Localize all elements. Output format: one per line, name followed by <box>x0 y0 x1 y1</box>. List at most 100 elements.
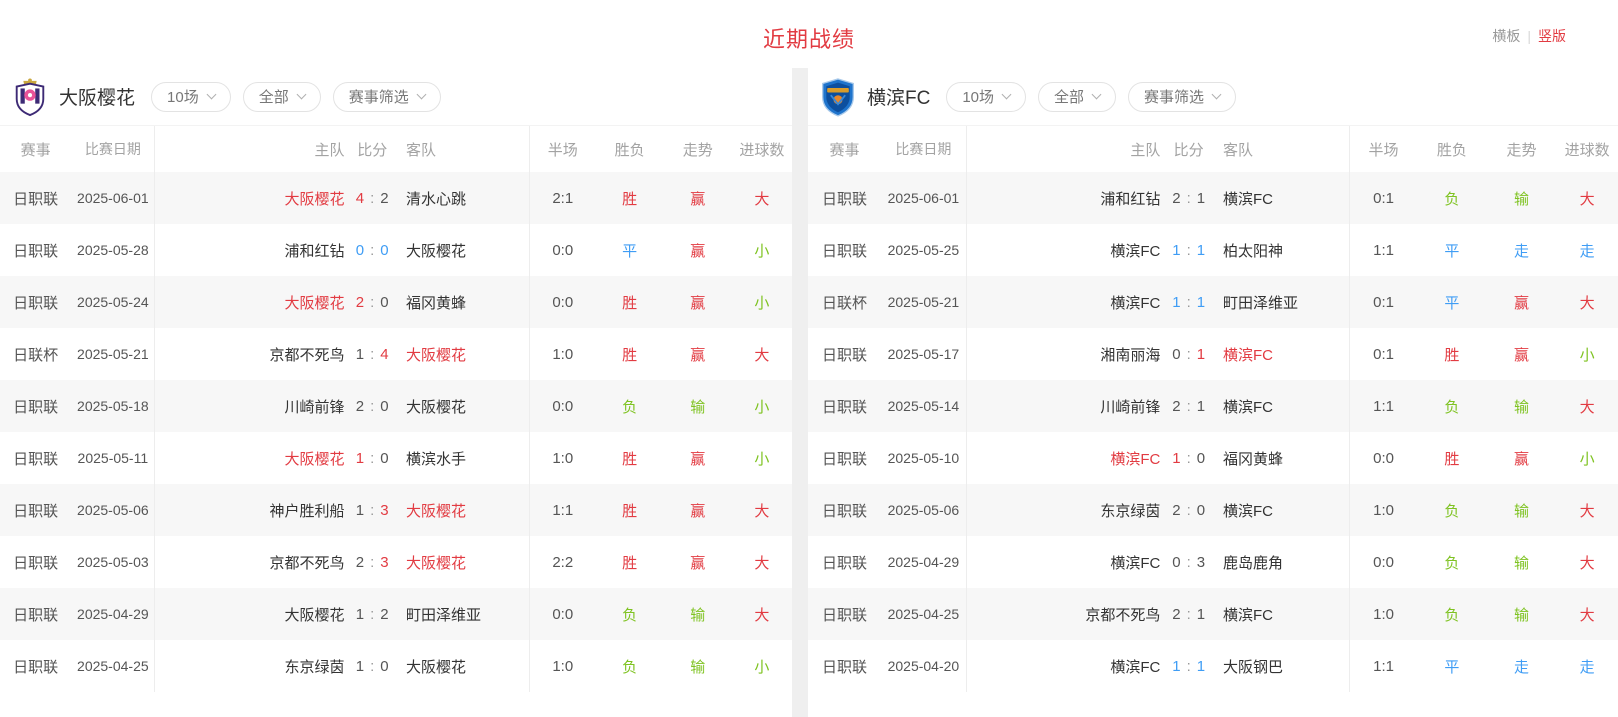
home-team-cell[interactable]: 大阪樱花 <box>154 432 348 484</box>
away-team-cell[interactable]: 横滨FC <box>1222 502 1273 520</box>
half-time-score-cell: 2:1 <box>529 172 596 224</box>
away-team-cell[interactable]: 大阪樱花 <box>405 398 466 416</box>
home-team-cell[interactable]: 横滨FC <box>965 640 1164 692</box>
away-team-cell[interactable]: 横滨FC <box>1222 398 1273 416</box>
match-row[interactable]: 日职联 2025-05-06 神户胜利船 1:3 大阪樱花 1:1 胜赢大 <box>0 484 792 536</box>
home-team-cell[interactable]: 大阪樱花 <box>154 172 348 224</box>
match-row[interactable]: 日职联 2025-05-18 川崎前锋 2:0 大阪樱花 0:0 负输小 <box>0 380 792 432</box>
match-row[interactable]: 日职联 2025-05-14 川崎前锋 2:1 横滨FC 1:1 负输大 <box>808 380 1618 432</box>
home-team-cell[interactable]: 大阪樱花 <box>154 276 348 328</box>
result-cell: 平 <box>1444 658 1460 676</box>
chevron-down-icon <box>1211 89 1222 100</box>
home-goals: 2 <box>355 553 365 571</box>
match-row[interactable]: 日职联 2025-04-29 大阪樱花 1:2 町田泽维亚 0:0 负输大 <box>0 588 792 640</box>
result-cell: 负 <box>1444 502 1460 520</box>
away-team-cell[interactable]: 町田泽维亚 <box>1222 294 1298 312</box>
match-row[interactable]: 日职联 2025-04-20 横滨FC 1:1 大阪钢巴 1:1 平走走 <box>808 640 1618 692</box>
home-team-cell[interactable]: 神户胜利船 <box>154 484 348 536</box>
away-goals: 1 <box>1196 397 1206 415</box>
home-team-cell[interactable]: 横滨FC <box>965 224 1164 276</box>
home-team-cell[interactable]: 东京绿茵 <box>154 640 348 692</box>
match-row[interactable]: 日职联 2025-05-10 横滨FC 1:0 福冈黄蜂 0:0 胜赢小 <box>808 432 1618 484</box>
away-team-cell[interactable]: 清水心跳 <box>405 190 466 208</box>
filter-competition-label: 赛事筛选 <box>1144 89 1205 106</box>
match-row[interactable]: 日联杯 2025-05-21 横滨FC 1:1 町田泽维亚 0:1 平赢大 <box>808 276 1618 328</box>
competition-cell: 日职联 <box>13 502 59 520</box>
score-colon: : <box>370 657 375 675</box>
view-toggle-horizontal[interactable]: 横板 <box>1492 28 1521 44</box>
match-date-cell: 2025-04-29 <box>887 554 960 570</box>
match-row[interactable]: 日职联 2025-05-11 大阪樱花 1:0 横滨水手 1:0 胜赢小 <box>0 432 792 484</box>
away-team-cell[interactable]: 大阪樱花 <box>405 502 466 520</box>
away-team-cell[interactable]: 横滨FC <box>1222 346 1273 364</box>
away-goals: 0 <box>380 657 389 675</box>
competition-cell: 日职联 <box>821 346 867 364</box>
home-team-cell[interactable]: 京都不死鸟 <box>965 588 1164 640</box>
competition-cell: 日职联 <box>821 502 867 520</box>
away-goals: 1 <box>1196 241 1206 259</box>
match-row[interactable]: 日职联 2025-04-25 东京绿茵 1:0 大阪樱花 1:0 负输小 <box>0 640 792 692</box>
match-row[interactable]: 日职联 2025-05-25 横滨FC 1:1 柏太阳神 1:1 平走走 <box>808 224 1618 276</box>
filter-count-dropdown[interactable]: 10场 <box>946 81 1027 112</box>
away-team-cell[interactable]: 大阪樱花 <box>405 554 466 572</box>
score-colon: : <box>1186 449 1191 467</box>
match-row[interactable]: 日职联 2025-05-17 湘南丽海 0:1 横滨FC 0:1 胜赢小 <box>808 328 1618 380</box>
away-team-cell[interactable]: 横滨水手 <box>405 450 466 468</box>
home-team-cell[interactable]: 东京绿茵 <box>965 484 1164 536</box>
away-team-cell[interactable]: 福冈黄蜂 <box>1222 450 1283 468</box>
away-team-cell[interactable]: 大阪钢巴 <box>1222 658 1283 676</box>
home-team-cell[interactable]: 横滨FC <box>965 276 1164 328</box>
match-row[interactable]: 日职联 2025-04-25 京都不死鸟 2:1 横滨FC 1:0 负输大 <box>808 588 1618 640</box>
trend-cell: 输 <box>690 398 706 416</box>
away-team-cell[interactable]: 大阪樱花 <box>405 346 466 364</box>
trend-cell: 赢 <box>690 450 706 468</box>
filter-scope-dropdown[interactable]: 全部 <box>1038 81 1117 112</box>
match-row[interactable]: 日职联 2025-06-01 浦和红钻 2:1 横滨FC 0:1 负输大 <box>808 172 1618 224</box>
home-team-cell[interactable]: 浦和红钻 <box>965 172 1164 224</box>
away-team-cell[interactable]: 大阪樱花 <box>405 658 466 676</box>
filter-count-dropdown[interactable]: 10场 <box>151 81 231 112</box>
away-team-cell[interactable]: 大阪樱花 <box>405 242 466 260</box>
home-goals: 2 <box>1172 605 1181 623</box>
filter-competition-dropdown[interactable]: 赛事筛选 <box>1128 81 1237 112</box>
match-row[interactable]: 日职联 2025-06-01 大阪樱花 4:2 清水心跳 2:1 胜赢大 <box>0 172 792 224</box>
home-team-cell[interactable]: 湘南丽海 <box>965 328 1164 380</box>
competition-cell: 日职联 <box>13 294 59 312</box>
view-toggle-vertical[interactable]: 竖版 <box>1538 28 1566 44</box>
filter-scope-dropdown[interactable]: 全部 <box>242 81 321 112</box>
result-cell: 胜 <box>1444 450 1460 468</box>
match-row[interactable]: 日职联 2025-05-28 浦和红钻 0:0 大阪樱花 0:0 平赢小 <box>0 224 792 276</box>
match-row[interactable]: 日联杯 2025-05-21 京都不死鸟 1:4 大阪樱花 1:0 胜赢大 <box>0 328 792 380</box>
away-goals: 0 <box>1196 449 1206 467</box>
score-colon: : <box>370 189 375 207</box>
home-team-cell[interactable]: 京都不死鸟 <box>154 536 348 588</box>
half-time-score-cell: 0:0 <box>529 588 596 640</box>
match-row[interactable]: 日职联 2025-05-03 京都不死鸟 2:3 大阪樱花 2:2 胜赢大 <box>0 536 792 588</box>
home-team-cell[interactable]: 川崎前锋 <box>965 380 1164 432</box>
trend-cell: 输 <box>1514 502 1530 520</box>
match-row[interactable]: 日职联 2025-05-06 东京绿茵 2:0 横滨FC 1:0 负输大 <box>808 484 1618 536</box>
score-colon: : <box>370 449 375 467</box>
match-row[interactable]: 日职联 2025-05-24 大阪樱花 2:0 福冈黄蜂 0:0 胜赢小 <box>0 276 792 328</box>
table-header-row: 赛事 比赛日期 主队 比分 客队 半场 胜负 走势 进球数 <box>808 125 1618 172</box>
result-cell: 胜 <box>622 294 638 312</box>
away-team-cell[interactable]: 横滨FC <box>1222 606 1273 624</box>
away-team-cell[interactable]: 横滨FC <box>1222 190 1273 208</box>
home-team-cell[interactable]: 京都不死鸟 <box>154 328 348 380</box>
match-row[interactable]: 日职联 2025-04-29 横滨FC 0:3 鹿岛鹿角 0:0 负输大 <box>808 536 1618 588</box>
away-team-cell[interactable]: 鹿岛鹿角 <box>1222 554 1283 572</box>
home-team-cell[interactable]: 川崎前锋 <box>154 380 348 432</box>
home-team-cell[interactable]: 横滨FC <box>965 432 1164 484</box>
away-goals: 1 <box>1196 189 1206 207</box>
home-team-cell[interactable]: 大阪樱花 <box>154 588 348 640</box>
away-team-cell[interactable]: 柏太阳神 <box>1222 242 1283 260</box>
home-team-cell[interactable]: 浦和红钻 <box>154 224 348 276</box>
filter-competition-dropdown[interactable]: 赛事筛选 <box>332 81 441 112</box>
result-cell: 胜 <box>622 502 638 520</box>
away-team-cell[interactable]: 町田泽维亚 <box>405 606 481 624</box>
score-colon: : <box>1186 657 1191 675</box>
home-team-cell[interactable]: 横滨FC <box>965 536 1164 588</box>
view-toggle-divider: | <box>1527 28 1531 44</box>
match-date-cell: 2025-05-10 <box>887 450 960 466</box>
away-team-cell[interactable]: 福冈黄蜂 <box>405 294 466 312</box>
